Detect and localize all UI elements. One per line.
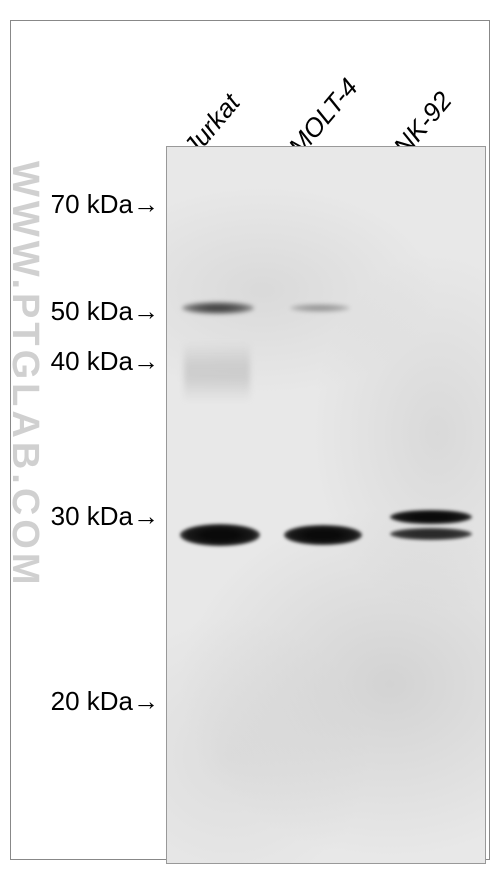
band-jurkat-48 <box>182 302 254 314</box>
watermark-text: WWW.PTGLAB.COM <box>3 161 46 588</box>
membrane-noise <box>167 147 485 863</box>
band-nk92-28 <box>390 528 472 540</box>
band-nk92-29 <box>390 510 472 524</box>
band-molt4-28 <box>284 525 362 545</box>
band-molt4-48 <box>290 304 350 312</box>
band-jurkat-28 <box>180 524 260 546</box>
blot-membrane <box>166 146 486 864</box>
smear-jurkat <box>184 342 250 402</box>
mw-label-30: 30 kDa→ <box>51 501 159 532</box>
mw-label-40: 40 kDa→ <box>51 346 159 377</box>
image-frame: WWW.PTGLAB.COM Jurkat MOLT-4 NK-92 70 kD… <box>10 20 490 860</box>
mw-label-70: 70 kDa→ <box>51 189 159 220</box>
mw-label-50: 50 kDa→ <box>51 296 159 327</box>
mw-label-20: 20 kDa→ <box>51 686 159 717</box>
